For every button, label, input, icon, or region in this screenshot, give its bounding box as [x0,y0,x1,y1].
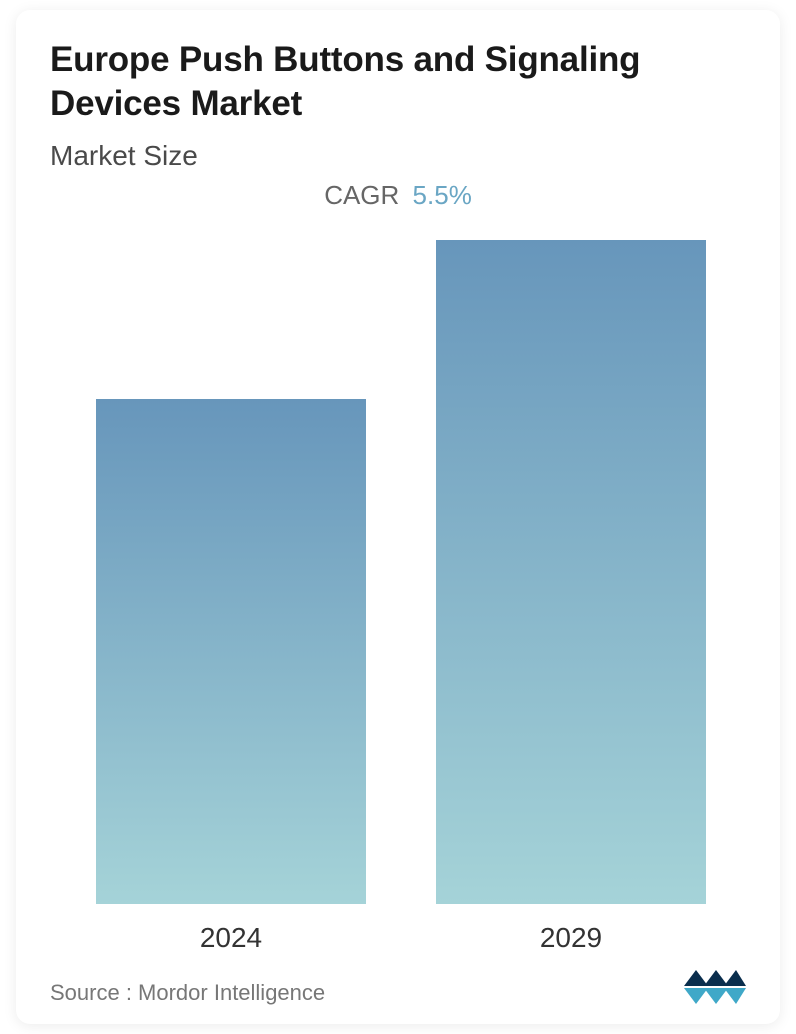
source-text: Source : Mordor Intelligence [50,980,325,1006]
bar-2029 [436,240,706,904]
bar-label-2024: 2024 [96,922,366,954]
cagr-row: CAGR 5.5% [50,180,746,211]
chart-title: Europe Push Buttons and Signaling Device… [50,38,746,126]
chart-card: Europe Push Buttons and Signaling Device… [16,10,780,1024]
chart-footer: Source : Mordor Intelligence [50,966,746,1006]
cagr-value: 5.5% [413,180,472,210]
cagr-label: CAGR [324,180,399,210]
bar-2024 [96,399,366,904]
mordor-logo-icon [684,966,746,1006]
bar-label-2029: 2029 [436,922,706,954]
bar-chart: 2024 2029 [16,240,780,904]
chart-subtitle: Market Size [50,140,746,172]
